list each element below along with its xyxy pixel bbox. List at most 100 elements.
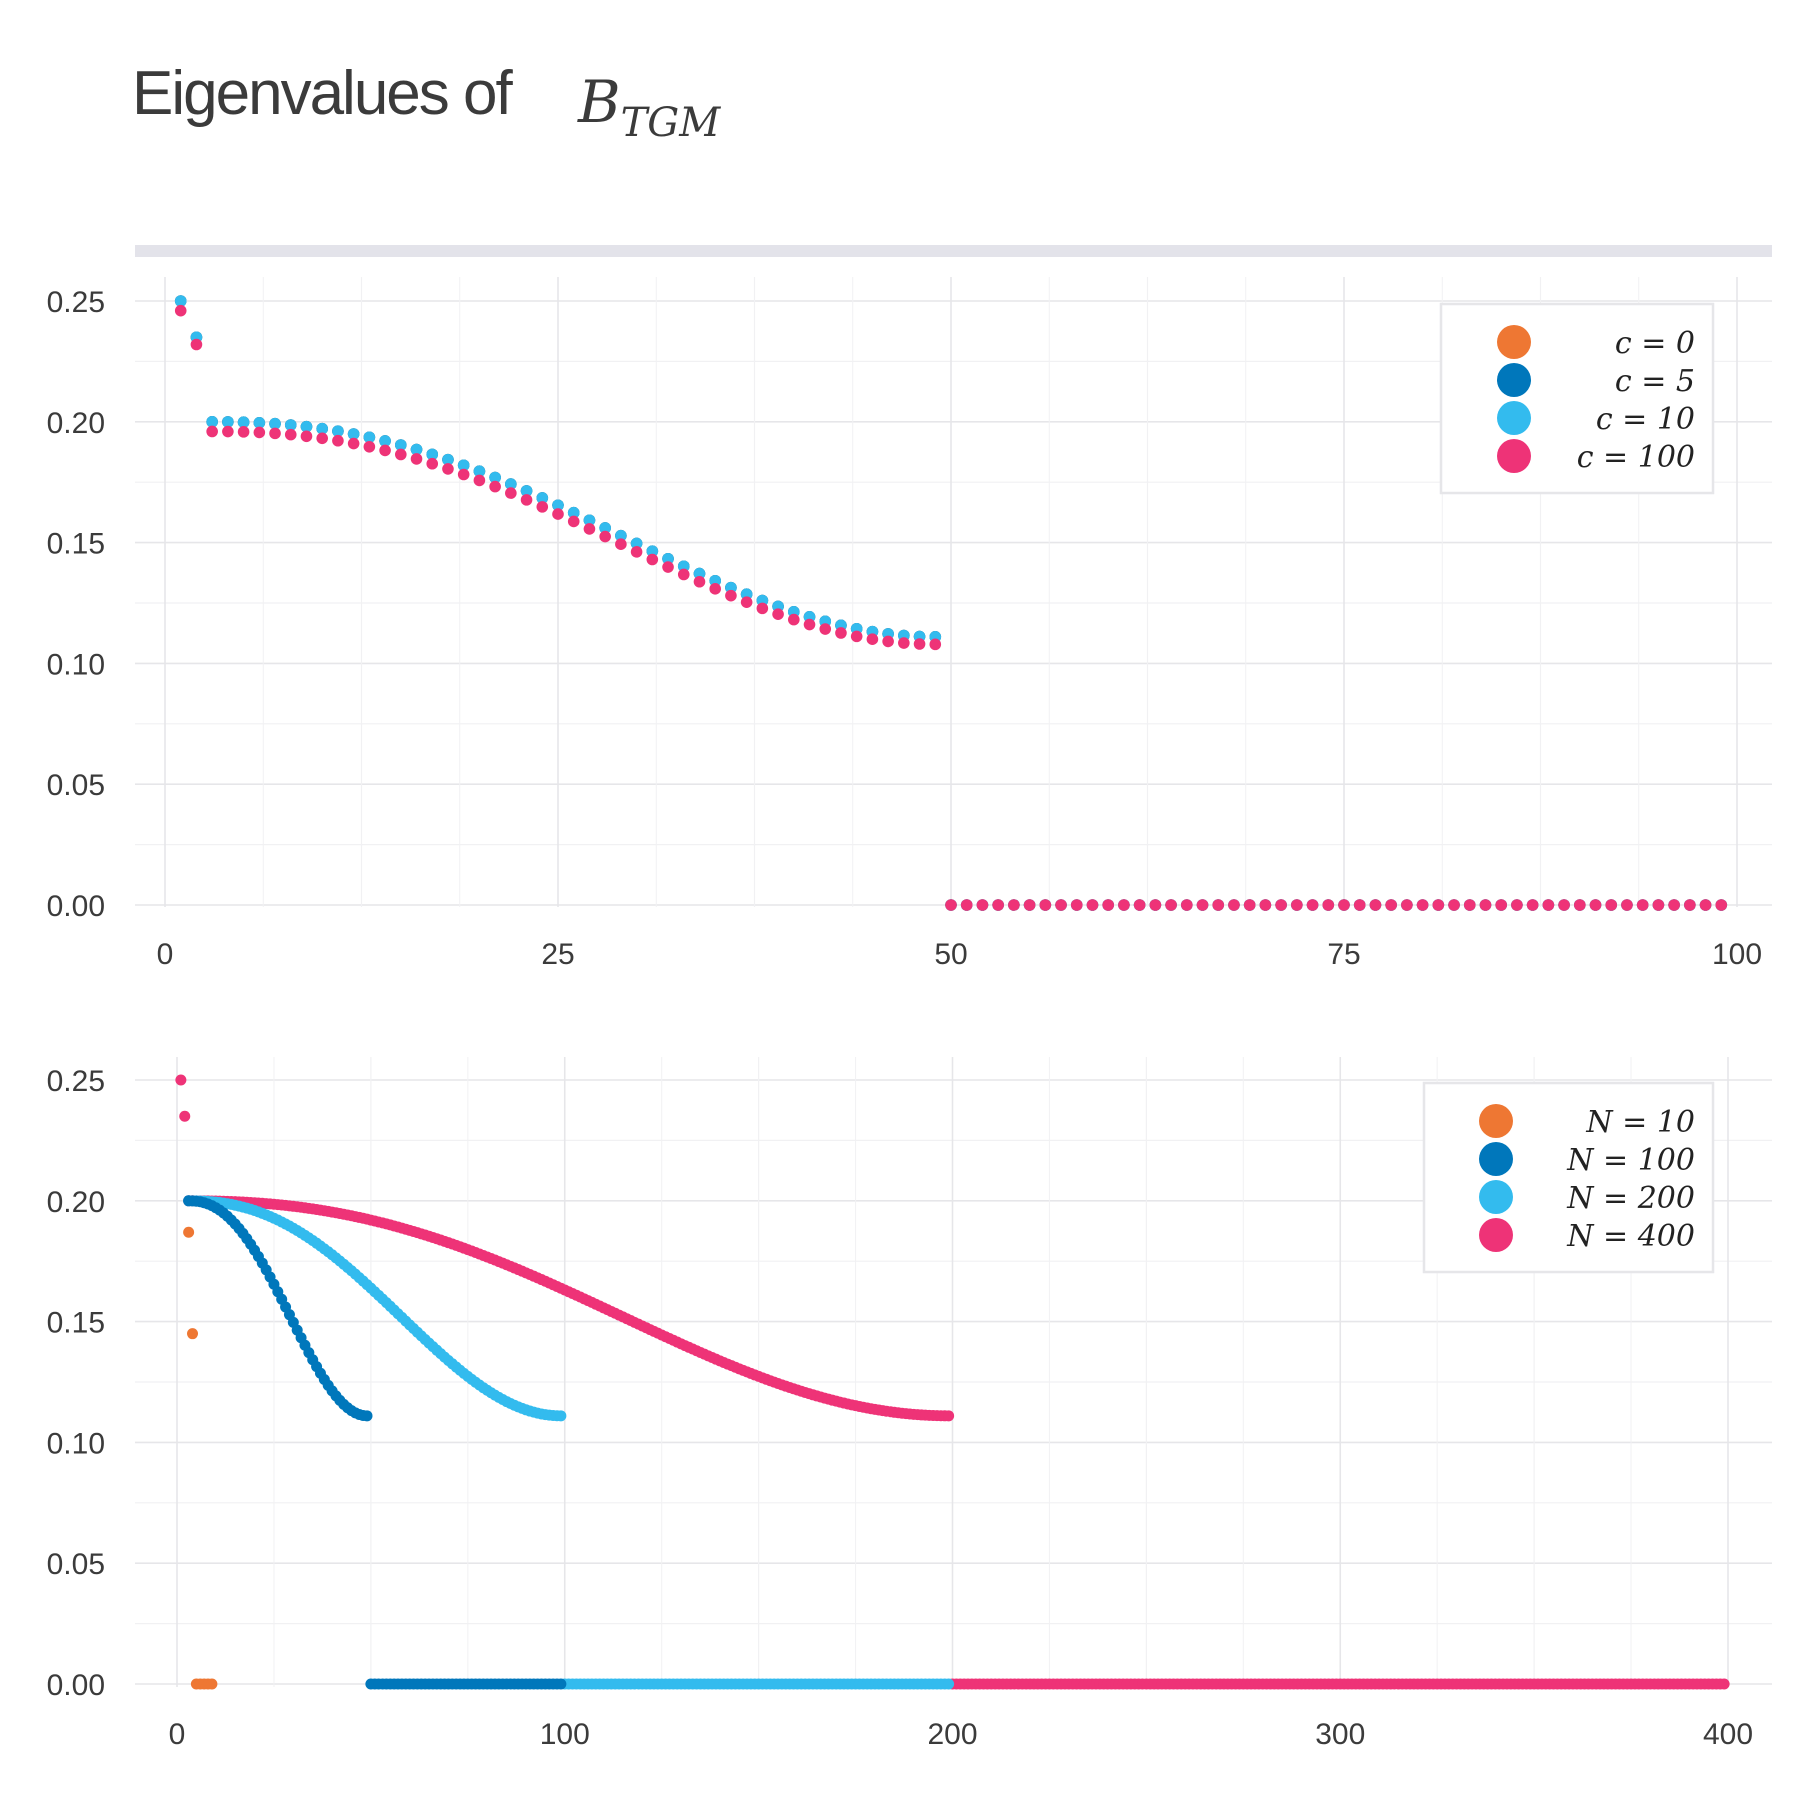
- data-point: [1448, 899, 1460, 911]
- data-point: [725, 589, 737, 602]
- y-tick-label: 0.20: [47, 1186, 105, 1219]
- x-tick-label: 0: [169, 1718, 186, 1751]
- data-point: [1385, 899, 1397, 911]
- data-point: [1353, 899, 1366, 911]
- data-point: [788, 613, 800, 626]
- data-point: [709, 583, 721, 595]
- legend-label: N = 400: [1566, 1219, 1695, 1254]
- data-point: [300, 430, 313, 443]
- data-point: [1463, 899, 1476, 911]
- data-point: [1369, 899, 1382, 911]
- data-point: [410, 443, 423, 456]
- chart-title-text: Eigenvalues of: [132, 59, 513, 128]
- data-point: [206, 416, 218, 428]
- data-point: [237, 416, 250, 428]
- data-point: [693, 575, 706, 588]
- data-point: [1055, 899, 1067, 911]
- data-point: [237, 426, 250, 438]
- data-point: [646, 553, 659, 566]
- data-point: [913, 638, 926, 650]
- x-tick-label: 25: [541, 938, 574, 971]
- data-point: [992, 899, 1004, 911]
- data-point: [1636, 899, 1649, 911]
- data-point: [1259, 899, 1272, 911]
- data-point: [929, 638, 942, 651]
- data-point: [332, 425, 344, 437]
- y-tick-label: 0.00: [47, 1669, 105, 1702]
- data-point: [1212, 899, 1225, 911]
- data-point: [284, 428, 297, 441]
- data-point: [183, 1226, 195, 1238]
- data-point: [898, 637, 910, 649]
- data-point: [332, 434, 344, 447]
- x-tick-label: 400: [1703, 1718, 1753, 1751]
- data-point: [1715, 899, 1728, 911]
- panel-1-points: [174, 295, 1728, 911]
- data-point: [1718, 1678, 1730, 1690]
- legend-box: [1439, 302, 1715, 495]
- data-point: [976, 899, 989, 911]
- x-tick-label: 300: [1315, 1718, 1365, 1751]
- data-point: [803, 618, 816, 631]
- legend-marker: [1479, 1142, 1513, 1176]
- data-point: [222, 416, 234, 428]
- y-tick-label: 0.15: [47, 1307, 105, 1340]
- data-point: [179, 1110, 191, 1122]
- data-point: [1196, 899, 1209, 911]
- data-point: [630, 546, 643, 558]
- data-point: [1511, 899, 1523, 911]
- data-point: [206, 425, 218, 438]
- data-point: [709, 574, 721, 587]
- x-tick-label: 200: [927, 1718, 977, 1751]
- data-point: [693, 567, 706, 580]
- data-point: [520, 494, 533, 506]
- y-tick-label: 0.15: [47, 528, 105, 561]
- data-point: [599, 522, 611, 534]
- data-point: [1652, 899, 1665, 911]
- data-point: [1275, 899, 1287, 911]
- y-tick-label: 0.05: [47, 769, 105, 802]
- data-point: [379, 435, 391, 447]
- data-point: [1699, 899, 1712, 911]
- x-tick-label: 75: [1327, 938, 1360, 971]
- data-point: [1070, 899, 1083, 911]
- data-point: [426, 448, 439, 461]
- data-point: [552, 499, 564, 512]
- data-point: [457, 459, 470, 472]
- data-point: [756, 602, 769, 615]
- legend-label: c = 0: [1615, 326, 1695, 361]
- data-point: [677, 568, 690, 581]
- data-point: [555, 1678, 567, 1690]
- data-point: [253, 416, 266, 429]
- y-tick-label: 0.05: [47, 1548, 105, 1581]
- legend-marker: [1497, 439, 1531, 473]
- data-point: [361, 1410, 373, 1422]
- data-point: [174, 295, 187, 307]
- data-point: [1118, 899, 1130, 911]
- data-point: [1621, 899, 1633, 911]
- panel-strip: [135, 245, 1772, 257]
- data-point: [175, 1074, 187, 1086]
- data-point: [206, 1678, 218, 1690]
- data-point: [1102, 899, 1114, 911]
- data-point: [442, 453, 454, 466]
- data-point: [1086, 899, 1099, 911]
- data-point: [725, 581, 737, 594]
- data-point: [740, 588, 753, 601]
- data-point: [552, 508, 564, 520]
- data-point: [505, 478, 517, 490]
- data-point: [740, 596, 753, 608]
- data-point: [1291, 899, 1303, 911]
- panel-1-grid: 0.00 0.05 0.10 0.15 0.20 0.25 0 25 50 75 100: [47, 277, 1772, 971]
- x-tick-label: 50: [934, 938, 967, 971]
- legend-marker: [1479, 1180, 1513, 1214]
- legend-label: N = 100: [1566, 1143, 1695, 1178]
- legend-marker: [1497, 325, 1531, 359]
- data-point: [1401, 899, 1413, 911]
- data-point: [363, 431, 376, 444]
- chart-title: Eigenvalues of BTGM: [132, 58, 720, 146]
- data-point: [284, 419, 297, 431]
- data-point: [1133, 899, 1146, 911]
- data-point: [174, 304, 187, 317]
